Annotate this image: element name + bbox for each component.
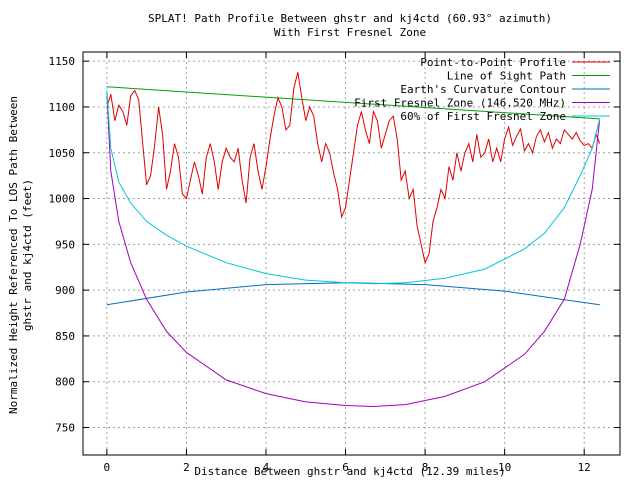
series-line-2 (106, 282, 600, 306)
legend-label-3: First Fresnel Zone (146.520 MHz) (354, 97, 566, 110)
y-axis-label-line2: ghstr and kj4ctd (feet) (21, 179, 34, 331)
y-tick-label: 1050 (49, 147, 76, 160)
y-tick-label: 850 (55, 330, 75, 343)
series-line-0 (106, 72, 601, 265)
y-axis-label-line1: Normalized Height Referenced To LOS Path… (7, 96, 20, 414)
x-tick-label: 2 (183, 461, 190, 474)
y-tick-label: 750 (55, 422, 75, 435)
plot-frame (82, 51, 621, 456)
y-tick-label: 800 (55, 376, 75, 389)
y-tick-label: 1100 (49, 101, 76, 114)
x-tick-label: 4 (263, 461, 270, 474)
x-tick-label: 6 (342, 461, 349, 474)
chart-title: SPLAT! Path Profile Between ghstr and kj… (148, 12, 552, 25)
series-line-3 (106, 93, 601, 408)
x-tick-label: 0 (104, 461, 111, 474)
y-tick-label: 950 (55, 238, 75, 251)
chart-subtitle: With First Fresnel Zone (274, 26, 426, 39)
series-lines (106, 72, 601, 408)
y-tick-label: 1000 (49, 193, 76, 206)
legend-label-1: Line of Sight Path (447, 70, 566, 83)
x-tick-label: 10 (498, 461, 511, 474)
series-line-1 (106, 86, 600, 120)
x-tick-label: 8 (422, 461, 429, 474)
y-tick-label: 900 (55, 284, 75, 297)
x-tick-label: 12 (578, 461, 591, 474)
y-tick-label: 1150 (49, 55, 76, 68)
axis-ticks: 0 2 4 6 8 10 12 750 800 850 900 950 1000 1050 1100 1150 (49, 52, 620, 474)
legend-label-4: 60% of First Fresnel Zone (400, 110, 566, 123)
series-line-4 (106, 90, 601, 285)
grid (83, 52, 620, 455)
legend-label-0: Point-to-Point Profile (420, 56, 566, 69)
x-axis-label: Distance Between ghstr and kj4ctd (12.39… (194, 465, 505, 478)
legend-label-2: Earth's Curvature Contour (400, 83, 566, 96)
